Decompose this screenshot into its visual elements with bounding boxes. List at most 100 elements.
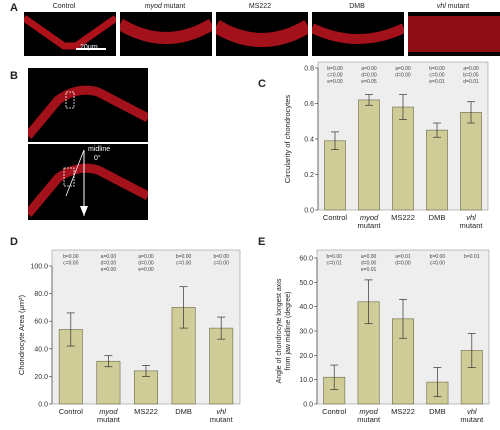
y-tick-label: 40.0 [299,304,313,311]
y-tick-label: 40.0 [34,346,48,353]
significance-label: a=0.01 [395,254,411,260]
significance-label: c=0.00 [176,261,191,267]
panel-label-a: A [10,2,18,14]
significance-label: c=0.00 [214,261,229,267]
x-category-label: MS222 [391,407,415,416]
y-tick-label: 0.8 [304,66,314,73]
y-tick-label: 0.6 [304,101,314,108]
x-category-label: Control [323,213,348,222]
significance-label: c=0.00 [429,73,444,79]
significance-label: b=0.00 [326,254,342,260]
y-axis-label: Chondrocyte Area (μm²) [17,294,26,375]
significance-label: b=0.00 [176,254,192,260]
x-category-label: vhl [466,213,476,222]
micrograph-vhl [408,12,500,56]
x-category-label: myod [360,213,379,222]
significance-label: d=0.00 [101,261,117,267]
y-tick-label: 60.0 [299,256,313,263]
x-category-label: mutant [357,415,381,424]
panel-label-e: E [258,236,266,248]
x-category-label: MS222 [391,213,415,222]
y-axis-label: Circularity of chondrocytes [283,95,292,184]
significance-label: a=0.00 [361,66,377,72]
significance-label: e=0.00 [138,267,154,273]
significance-label: b=0.05 [463,73,479,79]
significance-label: c=0.00 [327,73,342,79]
y-tick-label: 0.2 [304,172,314,179]
significance-label: d=0.00 [138,261,154,267]
scale-bar-label: 20μm [80,44,98,51]
x-category-label: mutant [358,221,382,230]
panel-label-b: B [10,70,18,82]
micrograph-ms222 [216,12,308,56]
micrograph-b-bottom: midline 0° [28,144,148,220]
x-category-label: mutant [210,415,234,424]
x-category-label: myod [359,407,378,416]
x-category-label: MS222 [134,407,158,416]
y-tick-label: 20.0 [34,374,48,381]
bar [392,106,414,211]
significance-label: d=0.00 [395,261,411,267]
x-category-label: mutant [97,415,121,424]
y-tick-label: 0.4 [304,137,314,144]
bar [96,360,121,405]
scale-bar [76,48,106,50]
significance-label: c=0.01 [327,261,342,267]
significance-label: a=0.00 [138,254,154,260]
x-category-label: mutant [460,415,484,424]
micrograph-title-control: Control [52,3,76,10]
x-category-label: vhl [216,407,226,416]
chart-circularity: 0.0 0.2 0.4 0.6 0.8 Circularity of chondrocyt… [283,61,489,230]
significance-label: d=0.00 [361,73,377,79]
significance-label: b=0.00 [63,254,79,260]
micrograph-b-top [28,68,148,142]
significance-label: d=0.00 [361,261,377,267]
significance-label: e=0.00 [101,267,117,273]
chart-area: 0.0 20.0 40.0 60.0 80.0 100.0 Chondrocyte Area… [17,249,241,424]
angle-label: 0° [94,155,101,162]
y-tick-label: 0.0 [304,208,314,215]
significance-label: a=0.00 [101,254,117,260]
significance-label: b=0.00 [213,254,229,260]
x-category-label: DMB [429,213,446,222]
chart-angle: 0.0 10.0 20.0 30.0 40.0 50.0 60.0 Angle of chon… [276,249,490,424]
midline-label: midline [88,146,111,153]
y-tick-label: 0.0 [303,402,313,409]
bar [426,129,448,211]
significance-label: a=0.00 [361,254,377,260]
bar [460,112,482,211]
x-category-label: myod [99,407,118,416]
significance-label: e=0.05 [361,79,377,85]
micrograph-myod [120,12,212,56]
significance-label: d=0.01 [463,79,479,85]
significance-label: b=0.00 [430,254,446,260]
x-category-label: Control [322,407,347,416]
x-category-label: DMB [175,407,192,416]
significance-label: c=0.00 [430,261,445,267]
panel-label-d: D [10,236,18,248]
micrograph-title-myod: myod mutant [144,3,186,10]
y-tick-label: 0.0 [38,402,48,409]
panel-label-c: C [258,78,266,90]
micrograph-title-ms222: MS222 [248,3,272,10]
bar [358,99,380,211]
significance-label: e=0.01 [361,267,377,273]
significance-label: a=0.00 [463,66,479,72]
significance-label: a=0.00 [395,66,411,72]
y-axis-label: Angle of chondrocyte longest axis [276,278,283,383]
micrograph-dmb [312,12,404,56]
significance-label: c=0.00 [63,261,78,267]
y-tick-label: 10.0 [299,377,313,384]
significance-label: b=0.00 [327,66,343,72]
micrograph-title-vhl: vhl mutant [436,3,470,10]
significance-label: e=0.00 [327,79,343,85]
x-category-label: Control [59,407,84,416]
significance-label: e=0.01 [429,79,445,85]
x-category-label: mutant [460,221,484,230]
y-axis-label: from jaw midline (degree) [285,292,292,371]
significance-label: d=0.00 [395,73,411,79]
x-category-label: vhl [467,407,477,416]
bar [324,140,346,211]
y-tick-label: 60.0 [34,319,48,326]
y-tick-label: 80.0 [34,291,48,298]
